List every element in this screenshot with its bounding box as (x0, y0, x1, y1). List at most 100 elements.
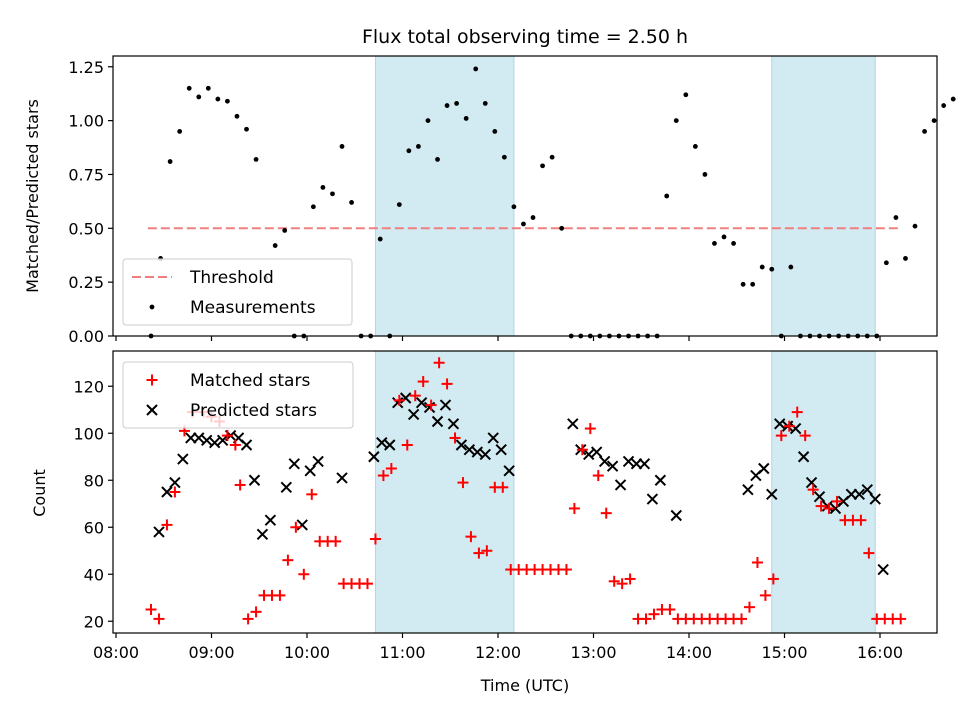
predicted-star-point (463, 443, 476, 456)
matched-star-point (759, 589, 771, 601)
matched-star-point (457, 477, 469, 489)
matched-star-point (361, 578, 373, 590)
predicted-marker-stroke (670, 509, 682, 522)
predicted-marker-stroke (583, 448, 595, 461)
predicted-star-point (455, 439, 468, 451)
predicted-marker-stroke (877, 563, 889, 576)
predicted-star-point (567, 418, 579, 430)
predicted-marker-stroke (503, 465, 515, 477)
predicted-marker-stroke (646, 493, 659, 505)
measurement-point (712, 240, 717, 246)
predicted-marker-stroke (742, 483, 754, 496)
matched-star-point (417, 376, 429, 388)
top-shaded-interval (771, 55, 876, 337)
predicted-marker-stroke (415, 396, 428, 409)
x-tick-label: 11:00 (379, 643, 425, 662)
matched-star-point (274, 589, 286, 601)
predicted-marker-stroke (169, 476, 181, 489)
matched-star-point (449, 432, 461, 444)
predicted-star-point (169, 476, 181, 489)
legend-predicted-stroke (146, 404, 158, 416)
predicted-marker-stroke (487, 432, 499, 444)
predicted-star-point (384, 439, 396, 451)
predicted-star-point (177, 453, 189, 465)
predicted-star-point (869, 493, 881, 505)
matched-star-point (169, 486, 181, 498)
matched-star-point (743, 601, 755, 613)
predicted-marker-stroke (431, 415, 444, 428)
predicted-star-point (415, 396, 428, 409)
x-tick-label: 15:00 (761, 643, 807, 662)
predicted-star-point (193, 432, 205, 444)
predicted-marker-stroke (654, 474, 667, 486)
matched-star-point (497, 481, 509, 493)
predicted-star-point (654, 474, 667, 486)
predicted-star-point (256, 528, 269, 541)
predicted-star-point (805, 476, 818, 489)
measurement-point (664, 193, 670, 199)
measurement-point (396, 202, 402, 208)
bottom-shaded-interval (374, 350, 515, 634)
predicted-star-point (813, 490, 826, 503)
predicted-marker-stroke (590, 446, 603, 458)
predicted-star-point (638, 458, 651, 470)
predicted-star-point (590, 446, 603, 458)
measurement-point (186, 85, 192, 91)
predicted-marker-stroke (288, 458, 300, 470)
matched-star-point (855, 514, 867, 526)
matched-star-point (791, 406, 803, 418)
legend-measurements-swatch (149, 304, 155, 310)
predicted-star-point (598, 455, 611, 468)
predicted-star-point (336, 472, 348, 484)
measurement-point (282, 228, 288, 233)
legend-threshold-label: Threshold (189, 268, 274, 288)
matched-star-point (648, 608, 660, 620)
top-y-tick-label: 0.00 (68, 327, 104, 346)
predicted-marker-stroke (240, 439, 253, 451)
measurement-point (559, 225, 565, 231)
predicted-star-point (288, 458, 300, 470)
predicted-marker-stroke (177, 453, 189, 465)
measurement-point (454, 100, 460, 106)
predicted-star-point (447, 418, 460, 430)
predicted-star-point (376, 436, 388, 449)
predicted-star-point (861, 483, 873, 496)
predicted-star-point (153, 526, 165, 538)
measurement-point (349, 200, 354, 205)
measurement-point (463, 116, 469, 121)
predicted-marker-stroke (280, 481, 293, 494)
predicted-marker-stroke (471, 446, 484, 458)
x-tick-label: 14:00 (666, 643, 712, 662)
bottom-y-tick-label: 120 (73, 377, 104, 396)
matched-star-point (815, 500, 827, 512)
bottom-legend-box (122, 361, 354, 429)
matched-star-point (640, 613, 652, 625)
predicted-marker-stroke (208, 436, 221, 449)
bottom-y-tick-label: 60 (84, 518, 104, 537)
measurement-point (377, 236, 383, 242)
measurement-point (215, 96, 221, 102)
predicted-star-point (280, 481, 293, 494)
measurement-point (435, 156, 440, 162)
matched-star-point (330, 535, 342, 547)
matched-star-point (664, 604, 676, 615)
predicted-marker-stroke (789, 422, 802, 435)
measurement-point (530, 215, 536, 220)
predicted-star-point (758, 462, 770, 475)
predicted-star-point (296, 519, 308, 531)
predicted-star-point (431, 415, 444, 428)
matched-star-point (465, 531, 477, 543)
top-axes-frame (112, 55, 938, 337)
matched-star-point (608, 575, 620, 587)
predicted-marker-stroke (407, 408, 420, 421)
measurement-point (167, 159, 173, 164)
legend-matched-label: Matched stars (190, 371, 310, 391)
measurement-point (339, 144, 345, 149)
predicted-marker-stroke (606, 460, 619, 472)
measurement-point (731, 240, 736, 246)
measurement-point (540, 163, 545, 169)
predicted-star-point (471, 446, 484, 458)
predicted-marker-stroke (336, 472, 348, 484)
x-tick-label: 13:00 (570, 643, 616, 662)
predicted-marker-stroke (797, 451, 810, 463)
